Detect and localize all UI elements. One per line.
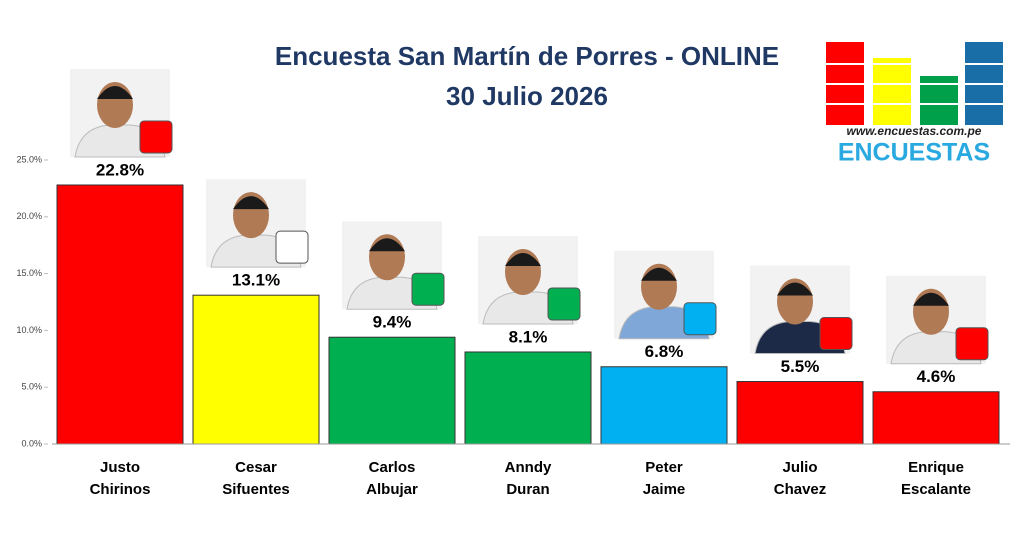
bar (464, 351, 592, 445)
candidate-photo (886, 275, 989, 365)
chart-title: Encuesta San Martín de Porres - ONLINE (275, 41, 779, 71)
value-label: 5.5% (781, 357, 820, 376)
logo-grid (826, 63, 1003, 105)
photo-part (683, 302, 717, 336)
y-tick-label: 20.0% (16, 211, 42, 221)
logo: www.encuestas.com.pe ENCUESTAS (826, 42, 1003, 167)
y-tick-label: 15.0% (16, 268, 42, 278)
photo-part (819, 317, 853, 351)
x-tick-label: Julio Chavez (773, 459, 827, 498)
value-label: 8.1% (509, 327, 548, 346)
value-label: 9.4% (373, 313, 412, 332)
value-label: 6.8% (645, 342, 684, 361)
y-tick-label: 10.0% (16, 325, 42, 335)
photo-part (505, 252, 541, 266)
photo-part (369, 238, 405, 252)
candidate-photo (478, 235, 581, 325)
bar (600, 366, 728, 445)
photo-part (97, 85, 133, 99)
bar (56, 184, 184, 445)
y-tick-label: 25.0% (16, 154, 42, 164)
y-tick-label: 0.0% (21, 438, 42, 448)
x-tick-label: Peter Jaime (642, 459, 686, 498)
candidate-photo (614, 250, 717, 340)
candidate-photo (750, 265, 853, 355)
photo-part (139, 120, 173, 154)
photo-part (275, 230, 309, 264)
bar (192, 294, 320, 445)
logo-url: www.encuestas.com.pe (847, 124, 982, 138)
value-label: 4.6% (917, 367, 956, 386)
bar (736, 381, 864, 445)
bar (328, 336, 456, 445)
bar (872, 391, 1000, 445)
photo-part (913, 292, 949, 306)
x-tick-label: Justo Chirinos (89, 459, 151, 498)
x-tick-label: Cesar Sifuentes (222, 459, 290, 498)
photo-part (411, 272, 445, 306)
photo-part (955, 327, 989, 361)
photo-part (547, 287, 581, 321)
x-tick-label: Carlos Albujar (366, 459, 418, 498)
x-tick-label: Enrique Escalante (900, 459, 972, 498)
photo-part (777, 282, 813, 296)
logo-name: ENCUESTAS (838, 139, 990, 167)
candidate-photo (206, 179, 309, 268)
x-tick-label: Anndy Duran (504, 459, 552, 498)
photo-part (641, 267, 677, 281)
chart-subtitle: 30 Julio 2026 (446, 81, 608, 111)
candidate-photo (342, 221, 445, 310)
y-tick-label: 5.0% (21, 382, 42, 392)
candidate-photo (70, 68, 173, 158)
value-label: 22.8% (96, 160, 144, 179)
value-label: 13.1% (232, 271, 280, 290)
logo-bar (873, 58, 911, 125)
photo-part (233, 196, 269, 210)
